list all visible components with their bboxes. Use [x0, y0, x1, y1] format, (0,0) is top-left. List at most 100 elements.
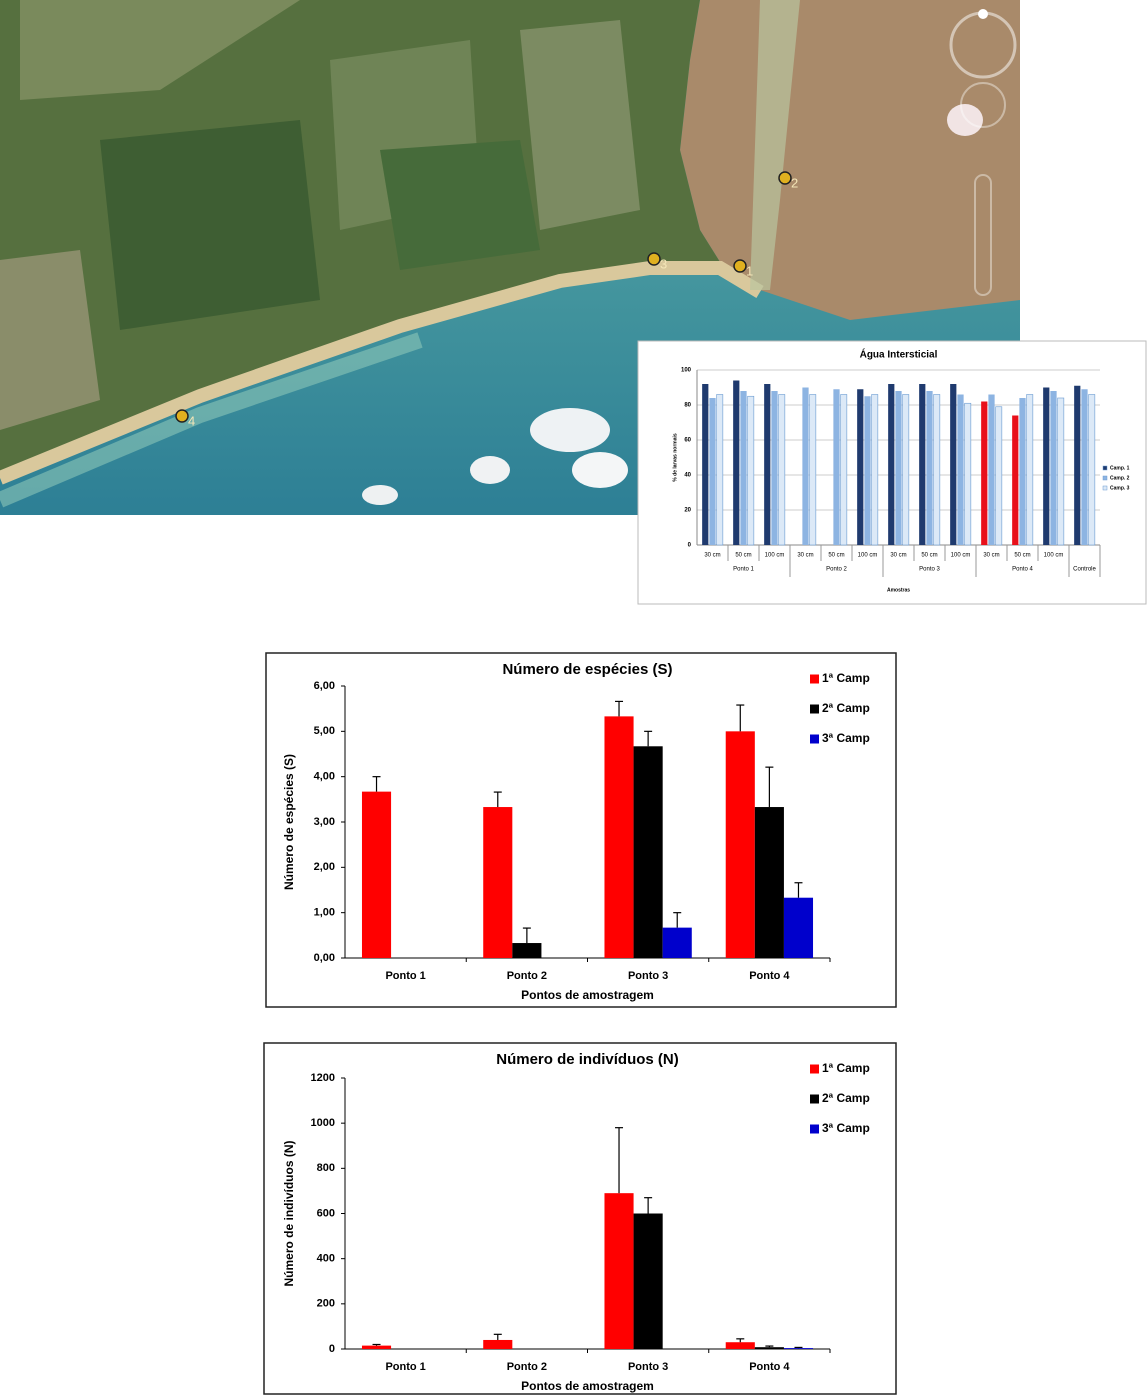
bar — [740, 391, 747, 545]
bar — [512, 943, 542, 958]
x-axis-title: Pontos de amostragem — [521, 1379, 654, 1393]
bar — [633, 1213, 663, 1349]
bar — [902, 394, 910, 546]
y-tick-label: 1000 — [311, 1117, 335, 1129]
legend-label: 1ª Camp — [822, 1061, 870, 1075]
x-tick-label: Ponto 1 — [385, 970, 425, 982]
x-axis-title: Amostras — [887, 587, 910, 593]
y-tick-label: 100 — [681, 368, 692, 374]
y-tick-label: 1,00 — [314, 907, 335, 919]
x-tick-label: 100 cm — [858, 553, 878, 559]
bar — [964, 402, 972, 546]
bar — [988, 394, 995, 545]
bar — [709, 398, 716, 545]
x-tick-label: 50 cm — [921, 553, 937, 559]
y-tick-label: 200 — [317, 1298, 335, 1310]
x-tick-label: Ponto 3 — [628, 970, 668, 982]
y-tick-label: 2,00 — [314, 861, 335, 873]
bar — [895, 391, 902, 545]
bar — [919, 384, 926, 545]
marker-label: 3 — [660, 256, 667, 271]
bar — [764, 384, 771, 545]
bar — [633, 746, 663, 958]
group-label: Controle — [1073, 567, 1096, 573]
y-tick-label: 400 — [317, 1253, 335, 1265]
bar — [1088, 394, 1096, 546]
bar — [483, 807, 513, 958]
bar — [950, 384, 957, 545]
bar — [783, 897, 814, 958]
bar — [1019, 398, 1026, 545]
chart: Número de indivíduos (N) 0 200 400 600 800 100… — [263, 1042, 897, 1395]
legend-label: 2ª Camp — [822, 1091, 870, 1105]
bar — [857, 389, 864, 545]
chart-title: Número de espécies (S) — [502, 661, 672, 678]
legend-label: Camp. 1 — [1110, 465, 1130, 471]
satellite-map: 1 2 3 4 — [0, 0, 1020, 515]
marker-label: 2 — [791, 175, 798, 190]
legend-swatch — [810, 1124, 819, 1134]
legend-label: Camp. 2 — [1110, 475, 1130, 481]
bar — [1057, 397, 1065, 546]
map-marker[interactable]: 2 — [778, 171, 798, 190]
bar — [864, 396, 871, 545]
bar — [995, 406, 1003, 546]
y-axis-title: % de larvas normais — [672, 433, 678, 482]
bar — [662, 927, 692, 958]
bar — [1012, 415, 1019, 545]
legend-swatch — [810, 1094, 819, 1104]
chart-title: Água Intersticial — [860, 348, 938, 361]
y-tick-label: 20 — [684, 508, 691, 514]
legend-label: 1ª Camp — [822, 671, 870, 685]
legend-swatch — [1102, 475, 1108, 481]
bar — [957, 394, 964, 545]
x-tick-label: Ponto 4 — [749, 970, 790, 982]
bar — [802, 387, 809, 545]
bar — [702, 384, 709, 545]
legend-swatch — [810, 674, 819, 684]
group-label: Ponto 3 — [919, 567, 940, 573]
map-marker[interactable]: 1 — [733, 259, 753, 278]
legend-label: 2ª Camp — [822, 701, 870, 715]
y-tick-label: 60 — [684, 438, 691, 444]
y-tick-label: 6,00 — [314, 680, 335, 692]
y-tick-label: 1200 — [311, 1072, 335, 1084]
bar — [783, 1348, 814, 1349]
legend-swatch — [810, 1064, 819, 1074]
legend-label: Camp. 3 — [1110, 485, 1130, 491]
x-tick-label: 100 cm — [765, 553, 785, 559]
chart-frame — [263, 1042, 897, 1395]
bar — [1043, 387, 1050, 545]
group-label: Ponto 2 — [826, 567, 847, 573]
y-tick-label: 0 — [688, 543, 692, 549]
legend-label: 3ª Camp — [822, 731, 870, 745]
bar — [1026, 394, 1034, 546]
bar — [809, 394, 817, 546]
x-tick-label: 100 cm — [1044, 553, 1064, 559]
bar — [778, 394, 786, 546]
x-tick-label: 50 cm — [1014, 553, 1030, 559]
bar — [1050, 391, 1057, 545]
y-axis-title: Número de indivíduos (N) — [282, 1140, 296, 1286]
group-label: Ponto 4 — [1012, 567, 1033, 573]
bar — [1074, 385, 1081, 545]
x-tick-label: 30 cm — [890, 553, 906, 559]
bar — [888, 384, 895, 545]
y-tick-label: 0 — [329, 1343, 335, 1355]
chart: Água Intersticial 0 20 40 60 80 100 30 cm 50 cm 1… — [637, 340, 1147, 605]
bar — [840, 394, 848, 546]
group-label: Ponto 1 — [733, 567, 754, 573]
bar — [833, 389, 840, 545]
legend-swatch — [1102, 485, 1108, 491]
bar — [754, 1347, 784, 1349]
map-marker[interactable]: 4 — [175, 409, 195, 428]
x-tick-label: Ponto 3 — [628, 1361, 668, 1373]
y-axis-title: Número de espécies (S) — [282, 754, 296, 890]
legend-label: 3ª Camp — [822, 1121, 870, 1135]
bar — [483, 1339, 513, 1349]
x-axis-title: Pontos de amostragem — [521, 988, 654, 1002]
x-tick-label: Ponto 1 — [385, 1361, 425, 1373]
x-tick-label: 100 cm — [951, 553, 971, 559]
map-marker[interactable]: 3 — [647, 252, 667, 271]
